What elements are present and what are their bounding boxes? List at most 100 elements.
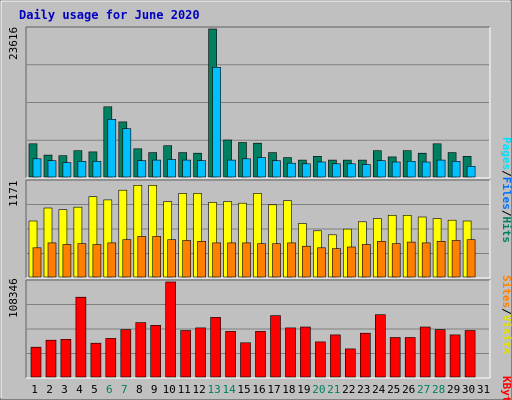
day-label: 15 xyxy=(237,383,250,396)
day-label: 3 xyxy=(61,383,68,396)
sites-bar xyxy=(62,244,72,278)
sites-bar xyxy=(92,244,102,278)
kbytes-bar xyxy=(270,315,281,378)
kbytes-bar xyxy=(105,338,117,378)
kbytes-bar xyxy=(344,348,356,378)
files-bar xyxy=(137,160,147,178)
files-bar xyxy=(32,158,42,178)
files-bar xyxy=(107,119,117,178)
day-label: 31 xyxy=(477,383,490,396)
kbytes-bar xyxy=(135,322,147,378)
files-bar xyxy=(242,158,251,178)
visits-ymax-label: 1171 xyxy=(7,181,20,208)
kbytes-bar xyxy=(285,327,296,378)
day-label: 17 xyxy=(267,383,280,396)
sites-bar xyxy=(197,241,206,278)
sites-bar xyxy=(391,243,401,278)
kbytes-bar xyxy=(330,334,341,378)
kbytes-bar xyxy=(165,281,176,378)
sites-bar xyxy=(107,242,117,278)
chart-title: Daily usage for June 2020 xyxy=(19,8,200,22)
files-bar xyxy=(436,159,446,178)
sites-bar xyxy=(346,246,356,278)
files-bar xyxy=(212,67,221,178)
sites-bar xyxy=(361,244,371,278)
files-bar xyxy=(302,163,311,178)
sites-bar xyxy=(302,245,311,278)
sites-bar xyxy=(466,239,476,278)
sites-bar xyxy=(167,239,176,278)
day-label: 19 xyxy=(297,383,310,396)
day-label: 10 xyxy=(163,383,176,396)
kbytes-legend: KBytes xyxy=(500,376,512,400)
day-label: 1 xyxy=(31,383,38,396)
sites-bar xyxy=(451,240,461,278)
day-label: 6 xyxy=(106,383,113,396)
sites-bar xyxy=(317,247,326,278)
sites-bar xyxy=(227,242,236,278)
files-bar xyxy=(227,159,236,178)
kbytes-bar xyxy=(389,337,401,378)
files-bar xyxy=(182,159,191,178)
day-label: 18 xyxy=(282,383,295,396)
day-label: 11 xyxy=(178,383,191,396)
day-label: 14 xyxy=(222,383,236,396)
files-bar xyxy=(406,161,416,178)
sites-bar xyxy=(152,236,161,278)
files-bar xyxy=(62,162,72,178)
kbytes-bar xyxy=(225,331,236,378)
sites-bar xyxy=(421,242,431,278)
kbytes-bar xyxy=(210,317,221,378)
day-label: 30 xyxy=(462,383,475,396)
day-label: 20 xyxy=(312,383,325,396)
kbytes-bar xyxy=(150,324,161,378)
day-label: 8 xyxy=(136,383,143,396)
day-label: 29 xyxy=(447,383,460,396)
day-label: 27 xyxy=(417,383,430,396)
sites-bar xyxy=(406,241,416,278)
day-label: 23 xyxy=(357,383,370,396)
day-label: 28 xyxy=(432,383,445,396)
day-label: 9 xyxy=(151,383,158,396)
day-label: 4 xyxy=(76,383,83,396)
kbytes-bar xyxy=(315,341,326,378)
files-bar xyxy=(361,164,371,178)
day-label: 26 xyxy=(402,383,415,396)
visits-sites-panel xyxy=(25,179,491,279)
sites-bar xyxy=(242,242,251,278)
files-bar xyxy=(287,162,296,178)
kbytes-ymax-label: 108346 xyxy=(7,278,20,318)
kbytes-bar xyxy=(240,342,251,378)
day-label: 21 xyxy=(327,383,340,396)
legend-sep-3: / xyxy=(500,308,512,315)
kbytes-bar xyxy=(359,332,371,378)
sites-bar xyxy=(137,236,147,278)
pages-legend: Pages xyxy=(500,137,512,170)
files-bar xyxy=(152,159,161,178)
hits-files-pages-legend: Pages/Files/Hits xyxy=(500,137,512,243)
sites-bar xyxy=(47,242,57,278)
sites-bar xyxy=(287,242,296,278)
files-bar xyxy=(391,161,401,178)
files-bar xyxy=(421,161,431,178)
files-bar xyxy=(332,163,341,178)
files-bar xyxy=(451,161,461,178)
files-bar xyxy=(47,160,57,178)
sites-bar xyxy=(77,243,87,278)
files-bar xyxy=(376,160,386,178)
kbytes-panel xyxy=(25,279,491,379)
day-label: 2 xyxy=(46,383,53,396)
files-bar xyxy=(197,160,206,178)
files-bar xyxy=(167,159,176,178)
kbytes-bar xyxy=(434,329,446,378)
files-bar xyxy=(317,161,326,178)
files-bar xyxy=(346,163,356,178)
kbytes-bar xyxy=(75,296,87,378)
sites-bar xyxy=(332,248,341,278)
hits-ymax-label: 23616 xyxy=(7,27,20,60)
hits-files-panel xyxy=(25,26,491,179)
sites-bar xyxy=(436,241,446,278)
sites-bar xyxy=(32,247,42,278)
sites-bar xyxy=(212,242,221,278)
hits-legend: Hits xyxy=(500,217,512,244)
